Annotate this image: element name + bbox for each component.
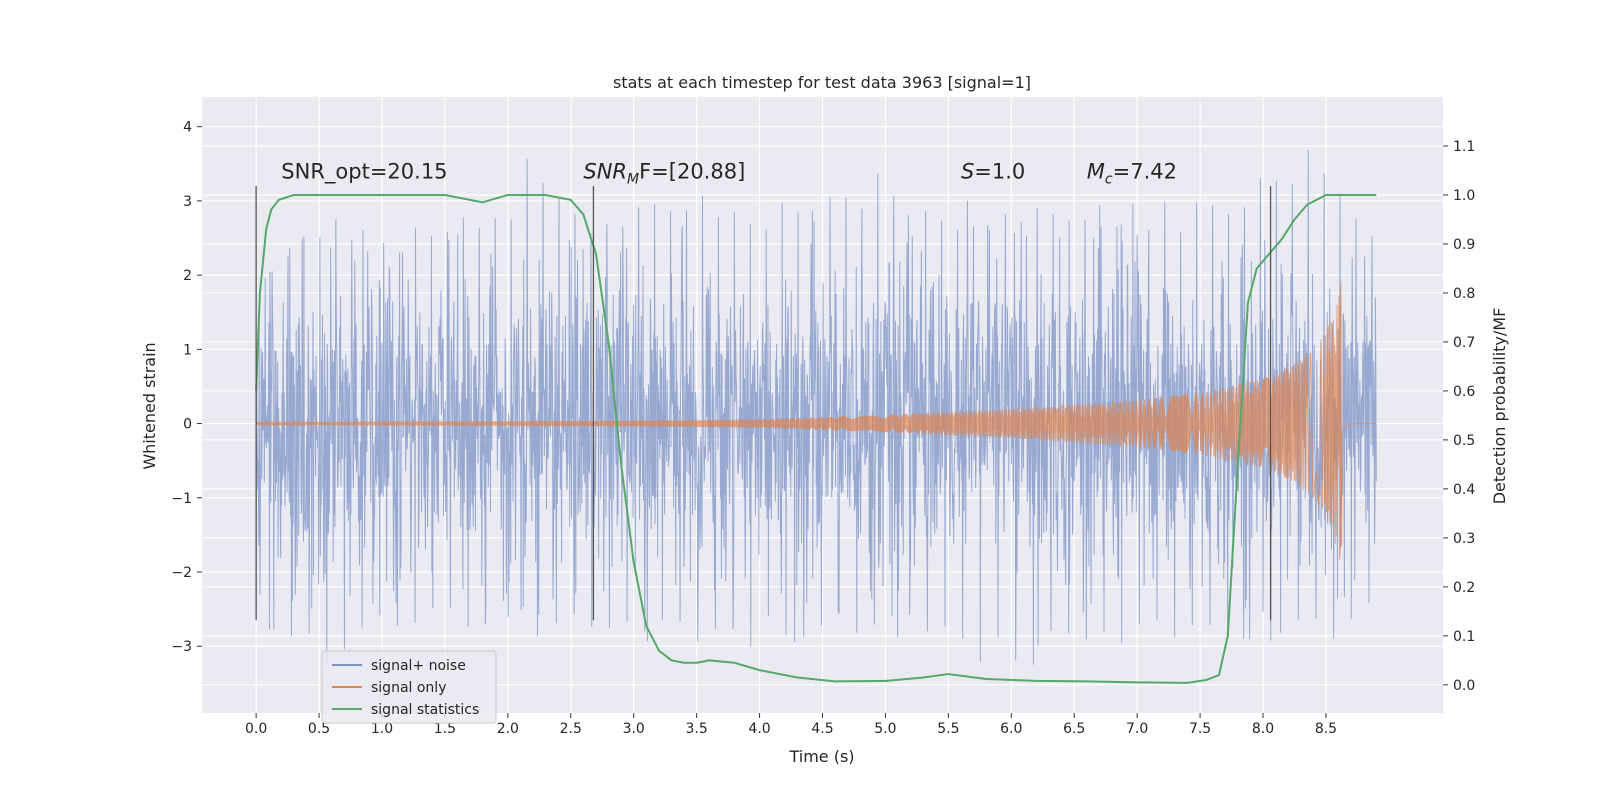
y2-axis-label: Detection probability/MF [1490, 308, 1509, 505]
annotation-text: Mc=7.42 [1087, 160, 1177, 188]
annotation-value: =7.42 [1113, 160, 1177, 184]
y2-axis-ticks: 0.0 0.1 0.2 0.3 0.4 0.5 0.6 0.7 0.8 0.9 1.0 1.1 [1443, 139, 1475, 694]
x-tick-label: 5.5 [937, 721, 959, 737]
y-tick-label: −1 [171, 491, 192, 507]
y2-tick-label: 0.0 [1453, 678, 1475, 694]
series-signal-noise-line [255, 150, 1377, 666]
y2-tick-label: 0.6 [1453, 384, 1475, 400]
x-tick-label: 2.0 [497, 721, 519, 737]
annotation-value: F=[20.88] [639, 160, 745, 184]
y-tick-label: 1 [183, 342, 192, 358]
y-tick-label: 0 [183, 417, 192, 433]
x-tick-label: 8.0 [1252, 721, 1274, 737]
series-signal-only-line [255, 283, 1377, 560]
y2-tick-label: 0.2 [1453, 580, 1475, 596]
y2-tick-label: 0.4 [1453, 482, 1475, 498]
annotation-subscript: M [627, 172, 639, 188]
y2-tick-label: 0.8 [1453, 286, 1475, 302]
legend-label-signal-noise: signal+ noise [371, 658, 466, 674]
legend-label-signal-only: signal only [371, 680, 446, 696]
legend-box [321, 650, 497, 724]
x-tick-label: 6.5 [1063, 721, 1085, 737]
y-tick-label: −2 [171, 565, 192, 581]
annotation-text: S=1.0 [961, 160, 1025, 184]
legend: signal+ noise signal only signal statist… [321, 650, 497, 724]
x-tick-label: 8.5 [1315, 721, 1337, 737]
y-axis-ticks: −3 −2 −1 0 1 2 3 4 [171, 120, 202, 655]
annotation-text: SNRMF=[20.88] [583, 160, 745, 188]
y-tick-label: 4 [183, 120, 192, 136]
series-signal-statistics-line [255, 193, 1377, 684]
vertical-markers [255, 186, 1272, 621]
series-layer [255, 150, 1377, 684]
x-tick-label: 0.0 [245, 721, 267, 737]
y2-tick-label: 0.3 [1453, 531, 1475, 547]
y2-tick-label: 0.5 [1453, 433, 1475, 449]
annotation-value: SNR_opt=20.15 [281, 160, 447, 185]
x-axis-ticks: 0.0 0.5 1.0 1.5 2.0 2.5 3.0 3.5 4.0 4.5 5.0 5.5 6.0 6… [245, 713, 1337, 737]
x-tick-label: 2.5 [560, 721, 582, 737]
y-tick-label: 3 [183, 194, 192, 210]
y-axis-label: Whitened strain [140, 342, 159, 469]
x-axis-label: Time (s) [788, 747, 854, 766]
annotation-text: SNR_opt=20.15 [281, 160, 447, 185]
x-tick-label: 0.5 [308, 721, 330, 737]
y2-tick-label: 0.1 [1453, 629, 1475, 645]
x-tick-label: 4.0 [748, 721, 770, 737]
y-tick-label: 2 [183, 268, 192, 284]
annotations: SNR_opt=20.15 SNRMF=[20.88] S=1.0 Mc=7.42 [281, 160, 1177, 188]
y2-tick-label: 0.9 [1453, 237, 1475, 253]
annotation-prefix: SNR [583, 160, 627, 184]
annotation-prefix: M [1087, 160, 1105, 184]
x-tick-label: 7.0 [1126, 721, 1148, 737]
annotation-subscript: c [1105, 172, 1113, 188]
x-tick-label: 5.0 [874, 721, 896, 737]
y2-tick-label: 1.1 [1453, 139, 1475, 155]
chart-title: stats at each timestep for test data 396… [613, 73, 1031, 92]
x-tick-label: 1.5 [434, 721, 456, 737]
annotation-prefix: S [961, 160, 974, 184]
annotation-value: =1.0 [974, 160, 1025, 184]
x-tick-label: 3.5 [686, 721, 708, 737]
x-tick-label: 7.5 [1189, 721, 1211, 737]
x-tick-label: 3.0 [623, 721, 645, 737]
legend-label-signal-statistics: signal statistics [371, 702, 479, 718]
x-tick-label: 1.0 [371, 721, 393, 737]
y2-tick-label: 0.7 [1453, 335, 1475, 351]
x-tick-label: 6.0 [1000, 721, 1022, 737]
y-tick-label: −3 [171, 639, 192, 655]
x-tick-label: 4.5 [811, 721, 833, 737]
y2-tick-label: 1.0 [1453, 188, 1475, 204]
